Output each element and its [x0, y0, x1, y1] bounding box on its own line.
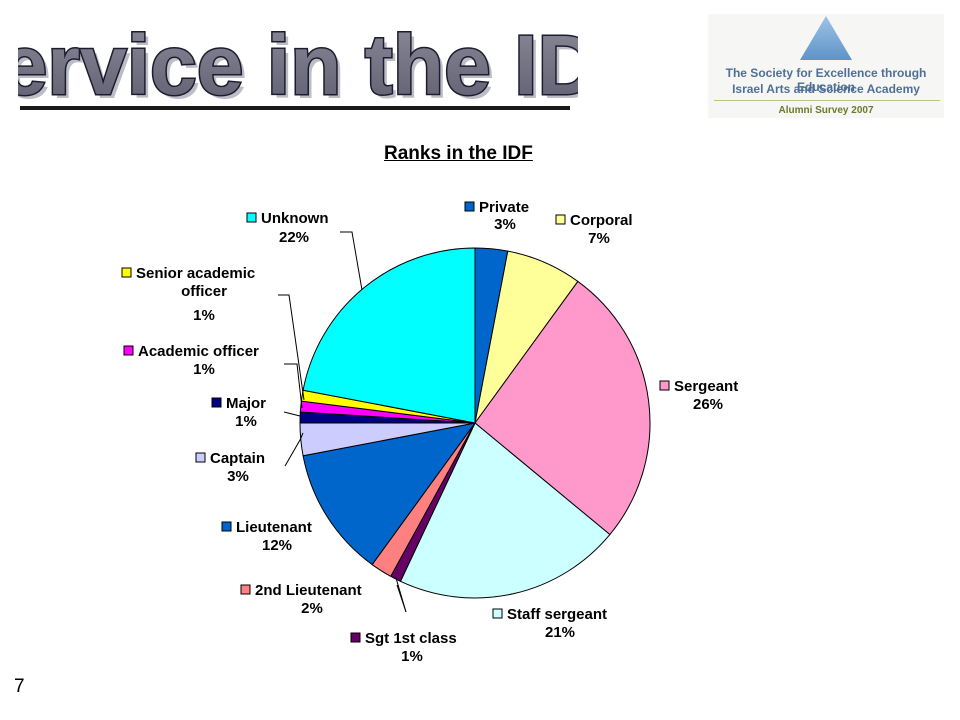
slice-percent-captain: 3%	[227, 468, 249, 485]
legend-swatch-captain	[195, 452, 206, 463]
legend-swatch-senior-academic-officer	[121, 267, 132, 278]
pie-slice-staff-sergeant	[399, 422, 611, 599]
slide-title-text: Service in the IDF	[18, 18, 578, 108]
title-underline	[20, 106, 570, 110]
slice-label-staff-sergeant: Staff sergeant	[507, 606, 607, 623]
legend-swatch-academic-officer	[123, 345, 134, 356]
slice-percent-private: 3%	[494, 216, 516, 233]
slice-label-senior-academic-officer: Senior academic	[136, 265, 255, 282]
logo-line2: Israel Arts and Science Academy	[732, 82, 920, 96]
slice-label-captain: Captain	[210, 450, 265, 467]
triangle-logo-icon	[800, 16, 852, 60]
legend-swatch-private	[464, 201, 475, 212]
slice-percent-senior-academic-officer: 1%	[193, 307, 215, 324]
slice-label-unknown: Unknown	[261, 210, 329, 227]
slice-percent-sgt-1st-class: 1%	[401, 648, 423, 665]
slide-title-shadow: Service in the IDF	[18, 22, 578, 108]
slice-percent-academic-officer: 1%	[193, 361, 215, 378]
legend-swatch-2nd-lieutenant	[240, 584, 251, 595]
legend-swatch-staff-sergeant	[492, 608, 503, 619]
logo: The Society for Excellence through Educa…	[708, 14, 944, 118]
leader-line	[395, 577, 407, 613]
slice-percent-corporal: 7%	[588, 230, 610, 247]
legend-swatch-lieutenant	[221, 521, 232, 532]
slice-label-sergeant: Sergeant	[674, 378, 738, 395]
leader-line	[283, 411, 301, 417]
legend-swatch-sgt-1st-class	[350, 632, 361, 643]
slice-percent-2nd-lieutenant: 2%	[301, 600, 323, 617]
leader-line	[340, 231, 363, 291]
page-number: 7	[14, 676, 25, 697]
pie-slice-sergeant	[474, 280, 651, 536]
leader-line	[284, 363, 303, 409]
slice-percent-major: 1%	[235, 413, 257, 430]
slice-percent-unknown: 22%	[279, 229, 309, 246]
slice-label-lieutenant: Lieutenant	[236, 519, 312, 536]
chart-title: Ranks in the IDF	[384, 143, 533, 164]
slide-title: Service in the IDF Service in the IDF	[18, 17, 578, 109]
legend-swatch-sergeant	[659, 380, 670, 391]
slice-label-corporal: Corporal	[570, 212, 633, 229]
slice-label-private: Private	[479, 199, 529, 216]
slice-label-senior-academic-officer-line2: officer	[181, 283, 227, 300]
legend-swatch-unknown	[246, 212, 257, 223]
leader-line	[278, 294, 305, 401]
leader-line	[284, 432, 304, 467]
logo-line1: The Society for Excellence through Educa…	[725, 66, 927, 94]
logo-divider	[714, 100, 940, 101]
slice-label-academic-officer: Academic officer	[138, 343, 259, 360]
legend-swatch-major	[211, 397, 222, 408]
slice-label-2nd-lieutenant: 2nd Lieutenant	[255, 582, 362, 599]
slice-percent-lieutenant: 12%	[262, 537, 292, 554]
pie-slice-unknown	[302, 247, 476, 424]
slice-label-sgt-1st-class: Sgt 1st class	[365, 630, 457, 647]
pie-slice-lieutenant	[302, 422, 477, 566]
logo-line3: Alumni Survey 2007	[778, 105, 874, 116]
slice-percent-staff-sergeant: 21%	[545, 624, 575, 641]
slice-percent-sergeant: 26%	[693, 396, 723, 413]
slice-label-major: Major	[226, 395, 266, 412]
legend-swatch-corporal	[555, 214, 566, 225]
